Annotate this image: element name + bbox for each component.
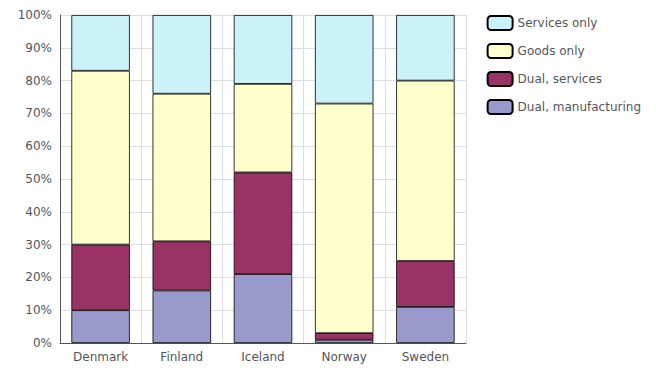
svg-text:90%: 90%: [25, 41, 52, 55]
svg-text:10%: 10%: [25, 303, 52, 317]
svg-text:Norway: Norway: [321, 350, 367, 364]
svg-text:Sweden: Sweden: [402, 350, 449, 364]
svg-text:0%: 0%: [33, 336, 52, 350]
svg-text:Dual, services: Dual, services: [518, 72, 602, 86]
svg-text:100%: 100%: [18, 8, 52, 22]
svg-text:70%: 70%: [25, 106, 52, 120]
svg-text:Dual, manufacturing: Dual, manufacturing: [518, 100, 641, 114]
svg-text:30%: 30%: [25, 238, 52, 252]
svg-text:Finland: Finland: [160, 350, 203, 364]
svg-text:60%: 60%: [25, 139, 52, 153]
svg-text:Denmark: Denmark: [73, 350, 128, 364]
svg-text:50%: 50%: [25, 172, 52, 186]
svg-text:Goods only: Goods only: [518, 44, 585, 58]
svg-text:Iceland: Iceland: [241, 350, 284, 364]
svg-text:20%: 20%: [25, 270, 52, 284]
svg-text:40%: 40%: [25, 205, 52, 219]
svg-text:80%: 80%: [25, 74, 52, 88]
svg-text:Services only: Services only: [518, 16, 598, 30]
